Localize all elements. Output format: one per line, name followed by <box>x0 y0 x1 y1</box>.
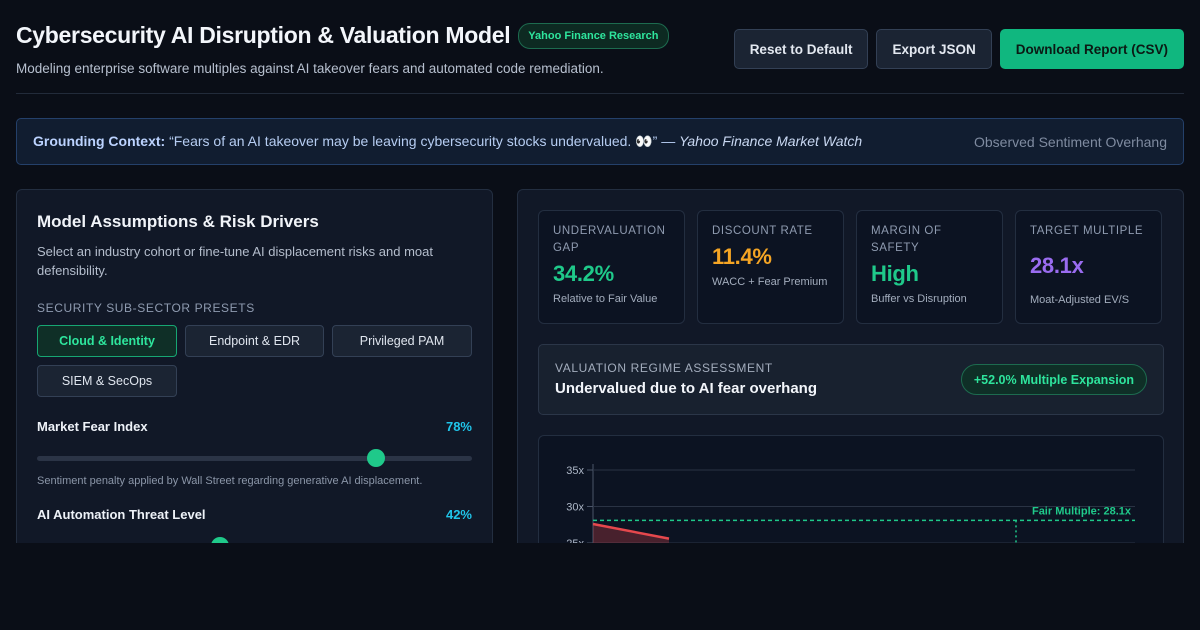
kpi-label: Discount Rate <box>712 225 813 237</box>
preset-privileged-pam[interactable]: Privileged PAM <box>332 325 472 357</box>
kpi-value: 11.4% <box>712 244 772 269</box>
valuation-chart: 35x 30x 25x Fair Multiple: 28.1x <box>538 435 1164 543</box>
ai-threat-label: AI Automation Threat Level <box>37 507 206 522</box>
y-tick-label: 35x <box>566 465 584 477</box>
context-quote-text: “Fears of an AI takeover may be leaving … <box>165 133 680 149</box>
assumptions-panel: Model Assumptions & Risk Drivers Select … <box>16 189 493 543</box>
grounding-context-banner: Grounding Context: “Fears of an AI takeo… <box>16 118 1184 165</box>
preset-group: Cloud & Identity Endpoint & EDR Privileg… <box>37 325 472 397</box>
series-line <box>592 522 670 540</box>
context-status: Observed Sentiment Overhang <box>974 133 1167 150</box>
market-fear-slider-thumb[interactable] <box>367 449 386 467</box>
kpi-value: High <box>871 261 919 286</box>
valuation-chart-svg: 35x 30x 25x Fair Multiple: 28.1x <box>566 464 1135 543</box>
valuation-regime-card: Valuation Regime Assessment Undervalued … <box>538 344 1164 415</box>
download-report-button[interactable]: Download Report (CSV) <box>999 29 1184 69</box>
multiple-expansion-badge: +52.0% Multiple Expansion <box>960 364 1147 395</box>
regime-label: Valuation Regime Assessment <box>555 361 773 375</box>
kpi-sub: Relative to Fair Value <box>553 293 658 305</box>
ai-threat-slider-block: AI Automation Threat Level 42% <box>37 507 472 543</box>
reset-button[interactable]: Reset to Default <box>733 29 869 69</box>
export-json-button[interactable]: Export JSON <box>876 29 992 69</box>
preset-siem-secops[interactable]: SIEM & SecOps <box>37 365 177 397</box>
context-prefix: Grounding Context: <box>33 133 166 149</box>
kpi-undervaluation-gap: Undervaluation Gap 34.2% Relative to Fai… <box>538 210 685 324</box>
market-fear-slider[interactable] <box>37 449 472 467</box>
kpi-label: Target Multiple <box>1030 225 1144 237</box>
fair-multiple-label: Fair Multiple: 28.1x <box>1032 505 1132 517</box>
kpi-value: 28.1x <box>1030 253 1084 278</box>
page-title: Cybersecurity AI Disruption & Valuation … <box>16 22 511 48</box>
kpi-label: Margin of Safety <box>871 225 942 254</box>
app-viewport: Cybersecurity AI Disruption & Valuation … <box>16 22 1184 543</box>
market-fear-note: Sentiment penalty applied by Wall Street… <box>37 475 423 487</box>
market-fear-label: Market Fear Index <box>37 419 148 434</box>
header-actions: Reset to Default Export JSON Download Re… <box>733 29 1184 69</box>
assumptions-description: Select an industry cohort or fine-tune A… <box>37 244 433 278</box>
page-subtitle: Modeling enterprise software multiples a… <box>16 61 604 76</box>
y-tick-label: 30x <box>566 502 584 514</box>
preset-endpoint-edr[interactable]: Endpoint & EDR <box>185 325 324 357</box>
valuation-panel: Undervaluation Gap 34.2% Relative to Fai… <box>517 189 1184 543</box>
preset-cloud-identity[interactable]: Cloud & Identity <box>37 325 177 357</box>
page-header: Cybersecurity AI Disruption & Valuation … <box>16 22 1184 94</box>
market-fear-value: 78% <box>445 419 472 434</box>
kpi-sub: Buffer vs Disruption <box>871 293 967 305</box>
context-source: Yahoo Finance Market Watch <box>679 133 863 149</box>
ai-threat-slider-thumb[interactable] <box>210 537 229 543</box>
kpi-sub: Moat-Adjusted EV/S <box>1030 294 1130 306</box>
source-badge: Yahoo Finance Research <box>518 22 669 49</box>
kpi-margin-of-safety: Margin of Safety High Buffer vs Disrupti… <box>856 210 1003 324</box>
context-quote: Grounding Context: “Fears of an AI takeo… <box>33 133 862 150</box>
kpi-value: 34.2% <box>553 261 614 286</box>
kpi-target-multiple: Target Multiple 28.1x Moat-Adjusted EV/S <box>1015 210 1162 324</box>
kpi-discount-rate: Discount Rate 11.4% WACC + Fear Premium <box>697 210 844 324</box>
kpi-sub: WACC + Fear Premium <box>712 276 828 288</box>
kpi-row: Undervaluation Gap 34.2% Relative to Fai… <box>538 210 1162 324</box>
assumptions-title: Model Assumptions & Risk Drivers <box>37 212 319 231</box>
kpi-label: Undervaluation Gap <box>553 225 666 254</box>
presets-label: Security Sub-Sector Presets <box>37 301 255 315</box>
market-fear-slider-block: Market Fear Index 78% Sentiment penalty … <box>37 419 472 487</box>
y-tick-label: 25x <box>566 538 584 543</box>
ai-threat-value: 42% <box>445 507 472 522</box>
regime-text: Undervalued due to AI fear overhang <box>555 380 817 397</box>
